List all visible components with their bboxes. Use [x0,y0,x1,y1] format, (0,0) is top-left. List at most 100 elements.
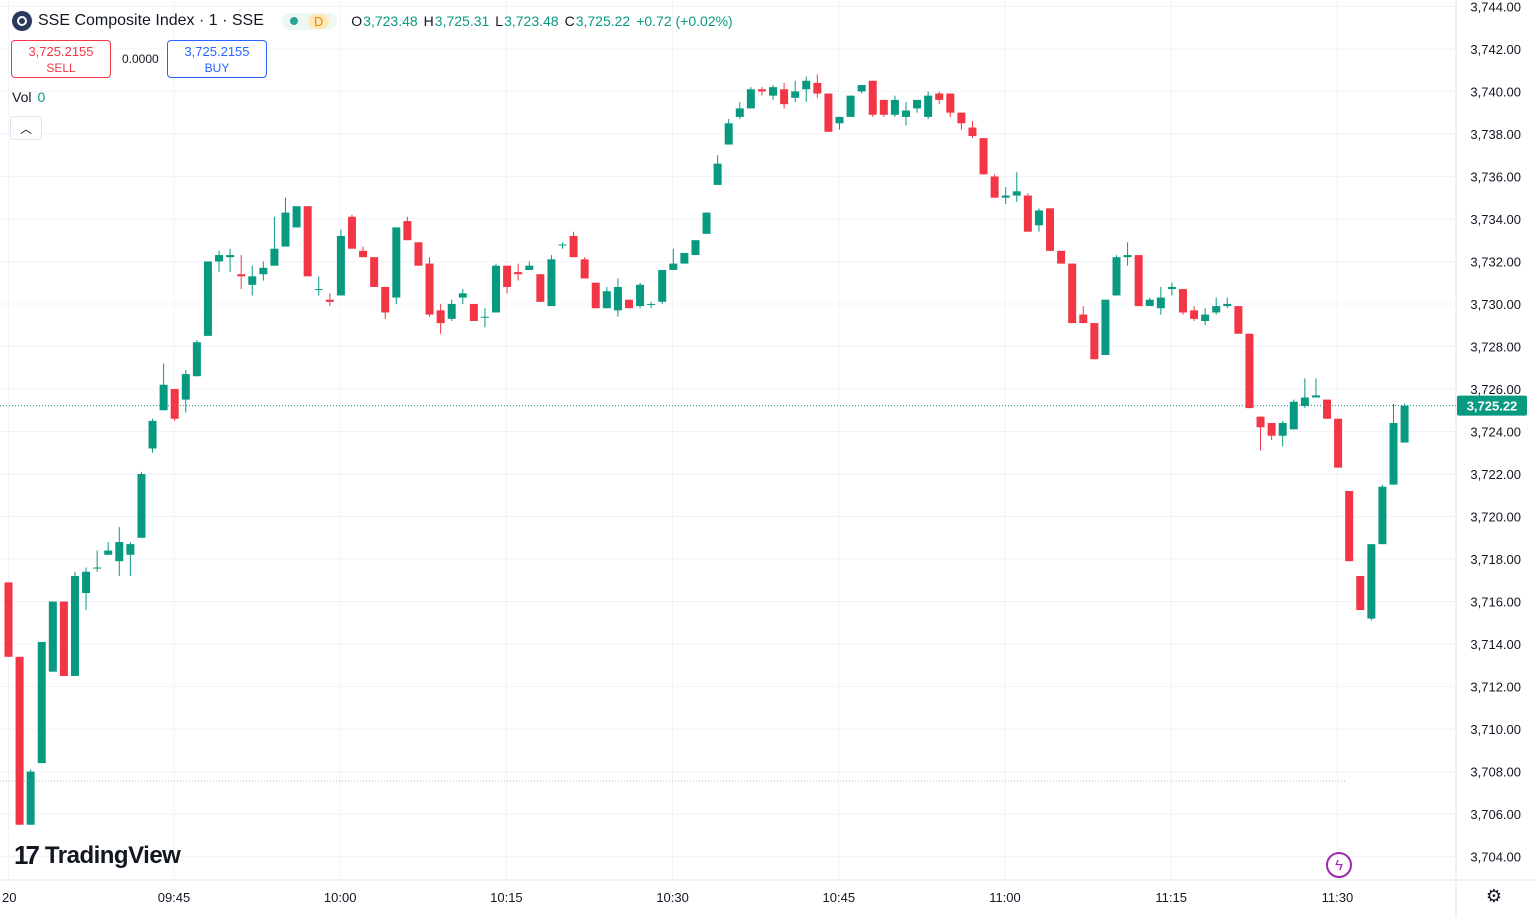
candle-body [1234,306,1243,334]
candle-body [270,248,279,266]
sell-price: 3,725.2155 [28,44,94,59]
candle-body [724,123,733,145]
y-tick-label: 3,716.00 [1470,595,1521,610]
lightning-icon[interactable]: ϟ [1326,852,1352,878]
candle-body [192,342,201,377]
candle-body [492,265,501,313]
candle-body [913,99,922,109]
open-label: O [351,13,363,29]
candle-body [325,299,334,302]
symbol-title[interactable]: SSE Composite Index · 1 · SSE [38,12,264,29]
candle-body [1256,416,1265,428]
candle-body [1201,314,1210,321]
tradingview-logo[interactable]: 17 TradingView [14,840,181,871]
chevron-up-icon: ︿ [19,121,32,136]
candle-body [370,257,379,287]
low-value: 3,723.48 [504,13,559,29]
candle-body [824,93,833,132]
symbol-legend: SSE Composite Index · 1 · SSE D O3,723.4… [12,10,733,32]
candle-body [292,206,301,228]
collapse-legend-button[interactable]: ︿ [10,116,42,140]
volume-value: 0 [37,89,46,105]
candle-body [1156,297,1165,309]
candle-body [746,89,755,109]
candle-body [580,259,589,279]
high-value: 3,725.31 [434,13,490,29]
candle-body [613,286,622,311]
candle-body [359,250,368,258]
candle-body [713,163,722,185]
candle-body [1123,255,1132,258]
candle-body [636,284,645,307]
candle-body [946,93,955,113]
candle-body [1323,399,1332,419]
candle-body [1367,544,1376,619]
y-tick-label: 3,736.00 [1470,169,1521,184]
candle-body [503,265,512,287]
candle-body [303,206,312,277]
y-tick-label: 3,740.00 [1470,84,1521,99]
candle-body [436,310,445,324]
y-tick-label: 3,722.00 [1470,467,1521,482]
candle-body [458,293,467,298]
buy-label: BUY [204,61,230,75]
sell-button[interactable]: 3,725.2155 SELL [11,40,111,78]
candle-body [791,91,800,98]
candle-body [82,571,91,594]
spread-value: 0.0000 [122,52,159,66]
candle-body [414,242,423,266]
candle-body [569,235,578,258]
candle-body [1378,486,1387,545]
y-tick-label: 3,720.00 [1470,510,1521,525]
y-tick-label: 3,708.00 [1470,765,1521,780]
close-value: 3,725.22 [575,13,631,29]
market-open-dot-icon [289,17,298,25]
candle-body [1223,303,1232,307]
candle-body [137,474,146,538]
candle-body [281,212,290,247]
candle-body [170,388,179,419]
candle-body [59,601,68,676]
candle-body [558,244,567,246]
x-tick-label: 10:30 [656,890,689,905]
candle-body [525,265,534,270]
candle-body [857,85,866,92]
candle-body [1389,422,1398,485]
candle-body [536,274,545,302]
candle-body [314,289,323,291]
candle-body [93,567,102,569]
gear-icon[interactable]: ⚙ [1485,885,1503,906]
candle-body [879,99,888,115]
candle-body [1356,576,1365,611]
ohlc-values: O3,723.48 H3,725.31 L3,723.48 C3,725.22 … [351,13,732,29]
market-status-pill[interactable]: D [281,12,338,30]
candle-body [780,89,789,105]
candle-body [890,99,899,115]
volume-legend[interactable]: Vol 0 [12,89,45,105]
candle-body [26,771,35,825]
volume-label: Vol [12,89,32,105]
open-value: 3,723.48 [363,13,418,29]
candle-body [1079,314,1088,324]
candle-body [757,89,766,92]
logo-text: TradingView [44,841,181,869]
candle-body [48,601,57,672]
candle-body [215,255,224,262]
candle-body [658,269,667,302]
change-value: +0.72 (+0.02%) [636,13,733,29]
candle-body [248,276,257,285]
candle-body [226,255,235,258]
y-tick-label: 3,710.00 [1470,722,1521,737]
buy-button[interactable]: 3,725.2155 BUY [167,40,267,78]
y-tick-label: 3,738.00 [1470,127,1521,142]
y-tick-label: 3,744.00 [1470,0,1521,14]
candle-body [336,235,345,296]
candle-body [802,80,811,90]
candle-body [1278,422,1287,436]
candle-body [968,127,977,137]
candle-body [924,95,933,117]
candle-body [1068,263,1077,324]
candle-body [591,282,600,309]
candle-body [159,384,168,411]
